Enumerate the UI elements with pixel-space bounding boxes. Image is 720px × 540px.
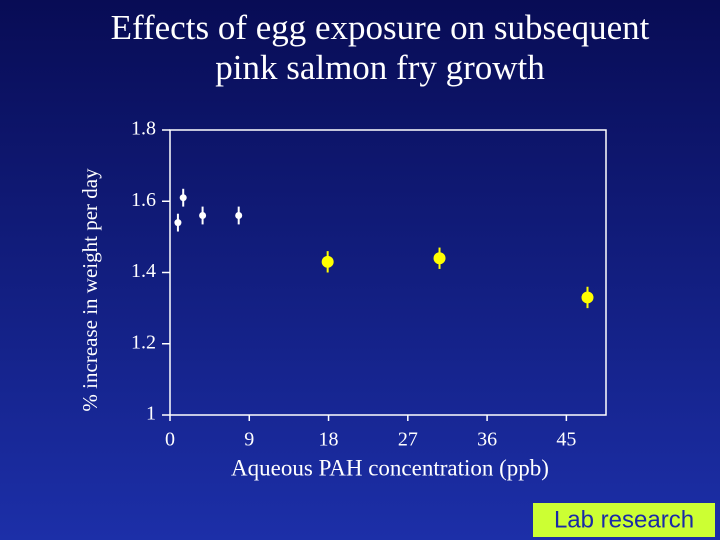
x-tick-label: 27 bbox=[398, 429, 418, 451]
x-tick-label: 9 bbox=[244, 429, 254, 451]
x-tick-label: 36 bbox=[477, 429, 497, 451]
chart-title: Effects of egg exposure on subsequent pi… bbox=[110, 8, 650, 87]
badge-box bbox=[533, 503, 715, 537]
x-tick-label: 0 bbox=[165, 429, 175, 451]
x-axis-label: Aqueous PAH concentration (ppb) bbox=[231, 455, 549, 480]
x-tick-label: 18 bbox=[319, 429, 339, 451]
y-tick-label: 1 bbox=[146, 403, 156, 425]
point bbox=[174, 219, 182, 227]
y-axis-label: % increase in weight per day bbox=[78, 168, 102, 412]
y-tick-label: 1.2 bbox=[131, 331, 156, 353]
point bbox=[433, 252, 446, 265]
x-tick-label: 45 bbox=[556, 429, 576, 451]
y-tick-label: 1.4 bbox=[131, 260, 156, 282]
point bbox=[581, 291, 594, 304]
point bbox=[235, 212, 243, 219]
y-tick-label: 1.8 bbox=[131, 118, 156, 140]
y-tick-label: 1.6 bbox=[131, 189, 156, 211]
point bbox=[199, 212, 207, 219]
badge: Lab research bbox=[554, 506, 694, 533]
point bbox=[321, 255, 334, 268]
title-box: Effects of egg exposure on subsequent pi… bbox=[110, 8, 650, 87]
point bbox=[179, 194, 187, 202]
